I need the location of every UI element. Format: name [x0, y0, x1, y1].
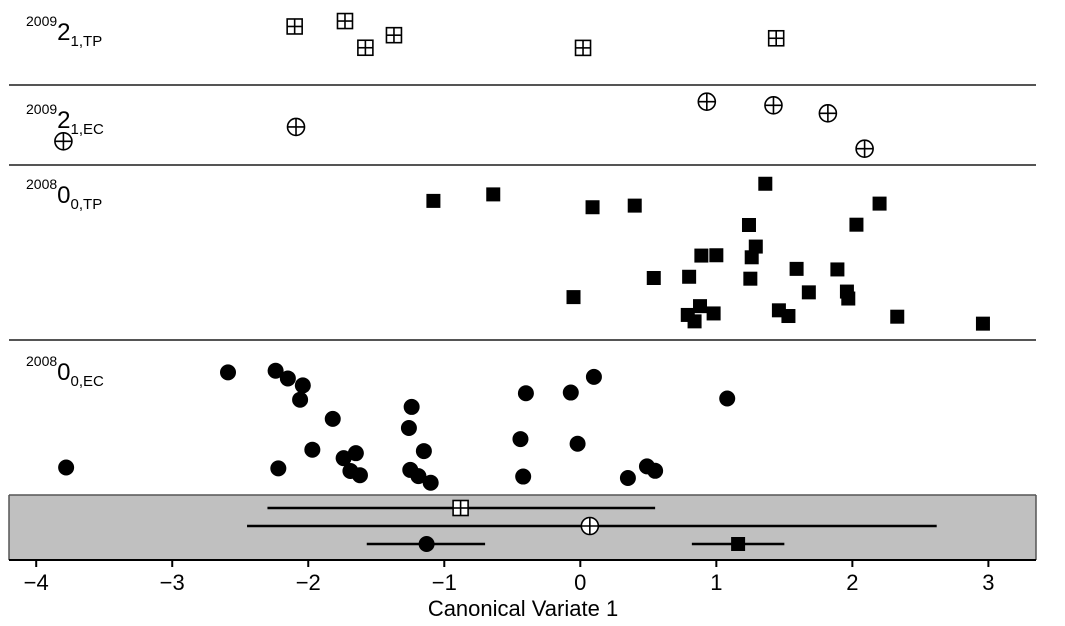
data-point-2008-0-0-tp [976, 317, 990, 331]
x-tick-label: 0 [574, 570, 586, 595]
data-point-2008-0-0-ec [423, 475, 439, 491]
data-point-2008-0-0-tp [688, 314, 702, 328]
x-axis-title: Canonical Variate 1 [428, 596, 618, 621]
data-point-2009-2-1-tp [576, 40, 591, 55]
data-point-2008-0-0-ec [416, 443, 432, 459]
data-point-2008-0-0-tp [743, 272, 757, 286]
data-point-2008-0-0-tp [890, 310, 904, 324]
data-point-2008-0-0-tp [841, 292, 855, 306]
panel-label-2009-2-1-tp: 200921,TP [26, 13, 102, 50]
summary-mean-marker [581, 518, 598, 535]
panel-label-subscript: 0,EC [71, 373, 105, 390]
data-point-2008-0-0-tp [742, 218, 756, 232]
data-point-2008-0-0-ec [515, 469, 531, 485]
data-point-2008-0-0-ec [58, 460, 74, 476]
data-point-2009-2-1-tp [769, 31, 784, 46]
panel-label-main: 2 [57, 107, 70, 134]
panel-label-superscript: 2008 [26, 176, 57, 192]
data-point-2009-2-1-tp [337, 14, 352, 29]
data-point-2008-0-0-ec [295, 377, 311, 393]
data-point-2008-0-0-ec [647, 463, 663, 479]
panel-label-superscript: 2009 [26, 101, 57, 117]
x-tick-label: 2 [846, 570, 858, 595]
panel-label-2008-0-0-ec: 200800,EC [26, 353, 104, 390]
x-tick-label: 3 [982, 570, 994, 595]
data-point-2008-0-0-tp [849, 218, 863, 232]
data-point-2008-0-0-ec [512, 431, 528, 447]
data-point-2008-0-0-tp [790, 262, 804, 276]
panel-label-superscript: 2008 [26, 353, 57, 369]
panel-label-subscript: 1,EC [71, 121, 105, 138]
data-point-2008-0-0-ec [563, 385, 579, 401]
data-point-2008-0-0-ec [518, 385, 534, 401]
panel-label-main: 2 [57, 19, 70, 46]
data-point-2008-0-0-tp [567, 290, 581, 304]
x-tick-label: −4 [24, 570, 49, 595]
data-point-2008-0-0-tp [830, 262, 844, 276]
panel-label-subscript: 0,TP [71, 196, 103, 213]
data-point-2008-0-0-ec [352, 467, 368, 483]
data-point-2008-0-0-tp [628, 199, 642, 213]
summary-mean-marker [419, 536, 435, 552]
data-point-2008-0-0-tp [693, 299, 707, 313]
data-point-2009-2-1-tp [358, 40, 373, 55]
data-point-2008-0-0-tp [758, 177, 772, 191]
data-point-2009-2-1-ec [765, 97, 782, 114]
data-point-2008-0-0-tp [707, 306, 721, 320]
data-point-2008-0-0-ec [404, 399, 420, 415]
x-tick-label: −1 [432, 570, 457, 595]
data-point-2008-0-0-ec [325, 411, 341, 427]
data-point-2008-0-0-ec [270, 460, 286, 476]
summary-band [9, 495, 1036, 560]
data-point-2008-0-0-ec [570, 436, 586, 452]
x-tick-label: −3 [160, 570, 185, 595]
panel-label-superscript: 2009 [26, 13, 57, 29]
x-tick-label: −2 [296, 570, 321, 595]
data-point-2008-0-0-tp [749, 240, 763, 254]
data-point-2008-0-0-tp [586, 200, 600, 214]
data-point-2008-0-0-tp [781, 309, 795, 323]
data-point-2008-0-0-ec [719, 390, 735, 406]
data-point-2008-0-0-tp [802, 285, 816, 299]
data-point-2008-0-0-tp [694, 249, 708, 263]
summary-mean-marker [453, 501, 468, 516]
data-point-2009-2-1-tp [287, 19, 302, 34]
data-point-2008-0-0-ec [348, 445, 364, 461]
data-point-2009-2-1-ec [55, 133, 72, 150]
data-point-2009-2-1-ec [698, 93, 715, 110]
data-point-2009-2-1-ec [288, 118, 305, 135]
data-point-2009-2-1-ec [856, 140, 873, 157]
data-point-2009-2-1-ec [819, 105, 836, 122]
data-point-2008-0-0-tp [426, 194, 440, 208]
data-point-2008-0-0-tp [682, 270, 696, 284]
summary-mean-marker [731, 537, 745, 551]
data-point-2008-0-0-ec [620, 470, 636, 486]
data-point-2008-0-0-ec [280, 370, 296, 386]
panel-label-subscript: 1,TP [71, 33, 103, 50]
data-point-2008-0-0-ec [586, 369, 602, 385]
panel-labels: 200921,TP 200921,EC 200800,TP 200800,EC [26, 13, 104, 390]
data-point-2008-0-0-tp [486, 187, 500, 201]
x-tick-label: 1 [710, 570, 722, 595]
panel-label-main: 0 [57, 182, 70, 209]
data-point-2008-0-0-ec [220, 364, 236, 380]
data-point-2008-0-0-tp [709, 248, 723, 262]
panel-label-2008-0-0-tp: 200800,TP [26, 176, 102, 213]
panel-label-main: 0 [57, 359, 70, 386]
data-point-2008-0-0-tp [873, 197, 887, 211]
data-point-2008-0-0-tp [647, 271, 661, 285]
data-point-2008-0-0-ec [401, 420, 417, 436]
data-point-2008-0-0-ec [304, 442, 320, 458]
data-point-2009-2-1-tp [386, 28, 401, 43]
x-axis-ticks: −4 −3 −2 −1 0 1 2 3 [24, 560, 995, 595]
data-point-2008-0-0-ec [292, 392, 308, 408]
